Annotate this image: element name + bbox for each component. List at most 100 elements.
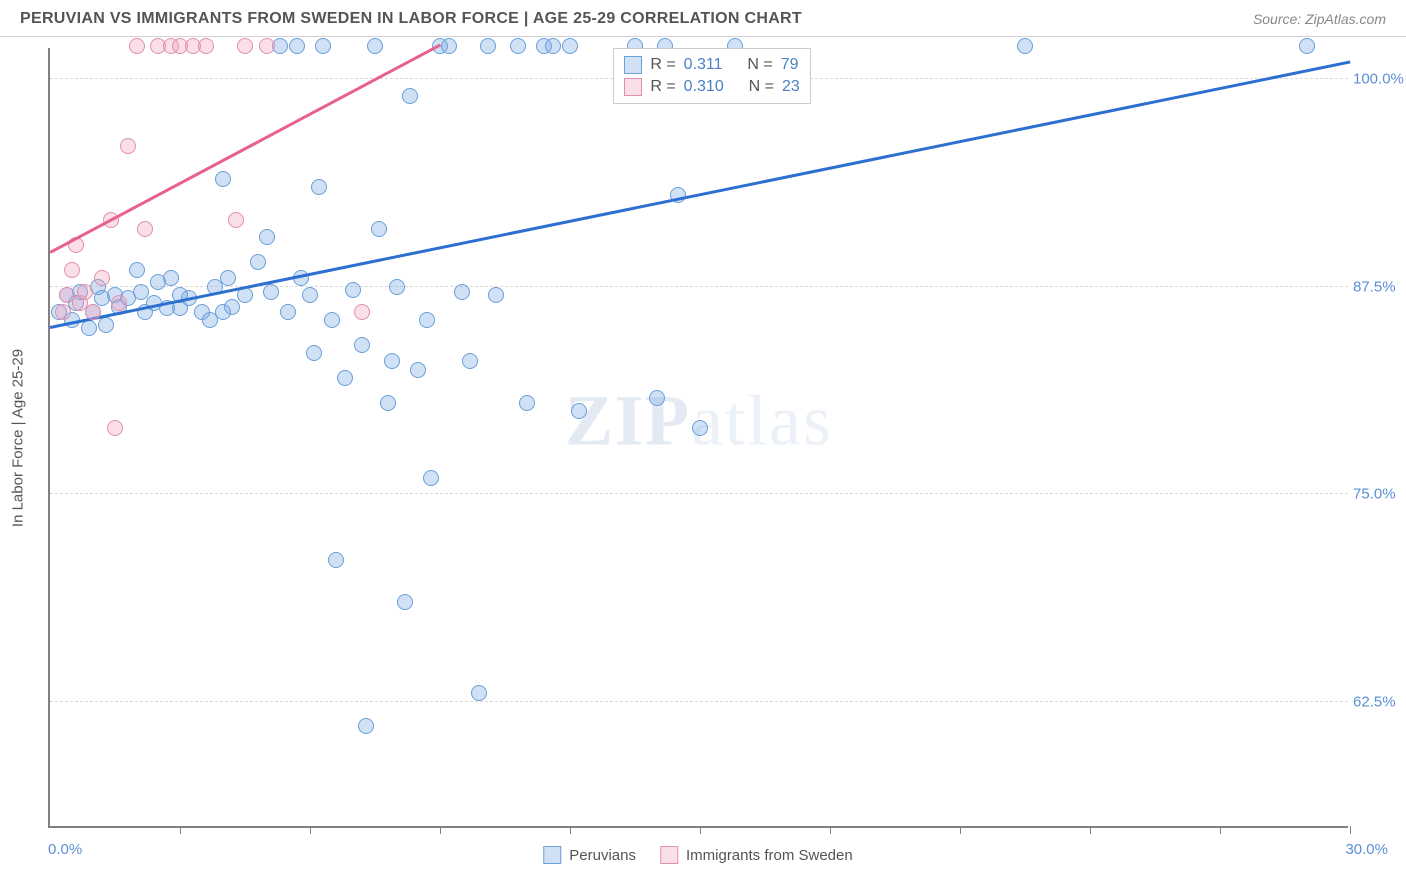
scatter-point xyxy=(367,38,383,54)
scatter-point xyxy=(371,221,387,237)
legend-r-value: 0.310 xyxy=(684,78,724,96)
scatter-point xyxy=(571,403,587,419)
scatter-point xyxy=(107,420,123,436)
scatter-point xyxy=(410,362,426,378)
legend-item: Peruvians xyxy=(543,846,636,864)
scatter-point xyxy=(55,304,71,320)
legend-stats: R = 0.311 N = 79 R = 0.310 N = 23 xyxy=(613,48,810,104)
x-tick xyxy=(180,826,181,834)
scatter-point xyxy=(328,552,344,568)
chart-title: PERUVIAN VS IMMIGRANTS FROM SWEDEN IN LA… xyxy=(20,10,802,28)
legend-swatch xyxy=(624,78,642,96)
scatter-point xyxy=(471,685,487,701)
x-tick xyxy=(310,826,311,834)
scatter-point xyxy=(510,38,526,54)
scatter-point xyxy=(380,395,396,411)
scatter-point xyxy=(237,38,253,54)
x-tick xyxy=(1090,826,1091,834)
legend-swatch xyxy=(660,846,678,864)
scatter-point xyxy=(397,594,413,610)
legend-r-label: R = xyxy=(650,56,675,74)
scatter-point xyxy=(389,279,405,295)
scatter-point xyxy=(519,395,535,411)
scatter-point xyxy=(111,295,127,311)
legend-label: Immigrants from Sweden xyxy=(686,847,853,864)
scatter-point xyxy=(441,38,457,54)
scatter-point xyxy=(358,718,374,734)
scatter-point xyxy=(354,304,370,320)
scatter-point xyxy=(198,38,214,54)
scatter-point xyxy=(354,337,370,353)
scatter-point xyxy=(220,270,236,286)
x-tick xyxy=(700,826,701,834)
x-axis-min-label: 0.0% xyxy=(48,841,82,858)
x-tick xyxy=(570,826,571,834)
scatter-point xyxy=(163,270,179,286)
scatter-point xyxy=(454,284,470,300)
scatter-point xyxy=(480,38,496,54)
scatter-point xyxy=(263,284,279,300)
gridline xyxy=(50,701,1348,702)
x-axis-max-label: 30.0% xyxy=(1345,841,1388,858)
chart-header: PERUVIAN VS IMMIGRANTS FROM SWEDEN IN LA… xyxy=(0,0,1406,37)
x-tick xyxy=(960,826,961,834)
scatter-point xyxy=(345,282,361,298)
scatter-point xyxy=(306,345,322,361)
scatter-point xyxy=(94,270,110,286)
scatter-point xyxy=(649,390,665,406)
scatter-point xyxy=(402,88,418,104)
scatter-point xyxy=(692,420,708,436)
scatter-point xyxy=(228,212,244,228)
scatter-point xyxy=(1299,38,1315,54)
legend-bottom: Peruvians Immigrants from Sweden xyxy=(543,846,852,864)
scatter-point xyxy=(77,284,93,300)
scatter-point xyxy=(280,304,296,320)
scatter-point xyxy=(129,262,145,278)
x-tick xyxy=(440,826,441,834)
legend-n-label: N = xyxy=(749,78,774,96)
scatter-point xyxy=(215,171,231,187)
scatter-point xyxy=(259,38,275,54)
x-tick xyxy=(1220,826,1221,834)
legend-n-value: 23 xyxy=(782,78,800,96)
legend-label: Peruvians xyxy=(569,847,636,864)
legend-n-label: N = xyxy=(747,56,772,74)
scatter-point xyxy=(129,38,145,54)
gridline xyxy=(50,493,1348,494)
chart-area: ZIPatlas 62.5%75.0%87.5%100.0%R = 0.311 … xyxy=(48,48,1348,828)
scatter-point xyxy=(215,304,231,320)
scatter-point xyxy=(98,317,114,333)
scatter-point xyxy=(315,38,331,54)
scatter-point xyxy=(302,287,318,303)
legend-swatch xyxy=(624,56,642,74)
scatter-point xyxy=(64,262,80,278)
scatter-point xyxy=(423,470,439,486)
scatter-point xyxy=(250,254,266,270)
scatter-point xyxy=(562,38,578,54)
y-tick-label: 75.0% xyxy=(1353,486,1406,503)
y-tick-label: 62.5% xyxy=(1353,693,1406,710)
scatter-point xyxy=(324,312,340,328)
scatter-point xyxy=(488,287,504,303)
y-tick-label: 87.5% xyxy=(1353,278,1406,295)
legend-r-value: 0.311 xyxy=(684,56,723,74)
scatter-point xyxy=(120,138,136,154)
scatter-point xyxy=(1017,38,1033,54)
scatter-point xyxy=(311,179,327,195)
scatter-point xyxy=(289,38,305,54)
y-axis-title: In Labor Force | Age 25-29 xyxy=(10,349,27,527)
chart-source: Source: ZipAtlas.com xyxy=(1253,11,1386,27)
scatter-point xyxy=(81,320,97,336)
y-tick-label: 100.0% xyxy=(1353,71,1406,88)
legend-r-label: R = xyxy=(650,78,675,96)
scatter-point xyxy=(137,221,153,237)
legend-swatch xyxy=(543,846,561,864)
legend-n-value: 79 xyxy=(781,56,799,74)
x-tick xyxy=(1350,826,1351,834)
scatter-point xyxy=(133,284,149,300)
scatter-point xyxy=(462,353,478,369)
scatter-point xyxy=(419,312,435,328)
scatter-point xyxy=(384,353,400,369)
scatter-point xyxy=(337,370,353,386)
scatter-point xyxy=(259,229,275,245)
